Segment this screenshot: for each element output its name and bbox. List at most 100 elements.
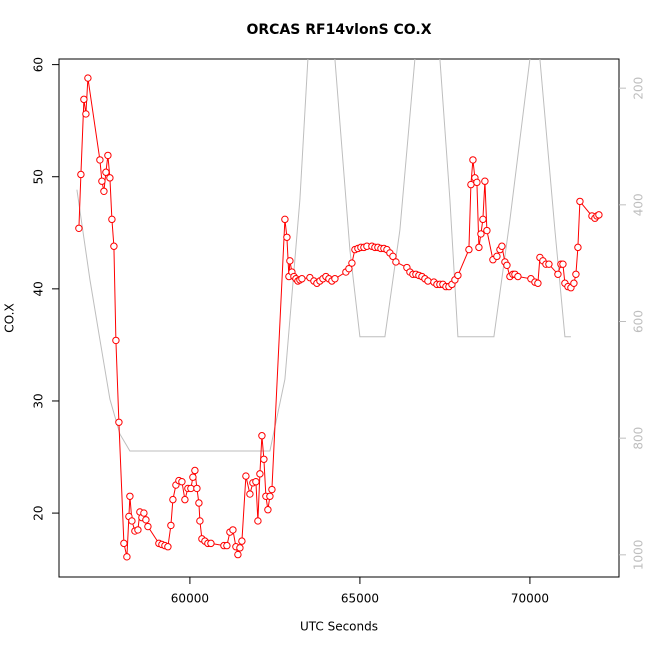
plot-area: [75, 59, 603, 561]
plot-frame: [58, 58, 620, 578]
data-point: [345, 264, 353, 273]
data-point: [595, 211, 603, 219]
data-point: [479, 215, 487, 224]
data-point: [268, 485, 276, 494]
data-point: [465, 245, 473, 254]
data-point: [286, 257, 294, 265]
data-point: [266, 492, 274, 500]
data-point: [572, 270, 580, 278]
y2-tick-label: 800: [632, 427, 646, 450]
data-point: [242, 472, 250, 480]
y2-tick-label: 400: [632, 193, 646, 216]
data-point: [238, 537, 246, 545]
data-point: [100, 187, 108, 196]
data-point: [503, 261, 511, 270]
chart-title: ORCAS RF14vlonS CO.X: [246, 22, 431, 38]
data-point: [258, 432, 266, 440]
y-tick-label: 30: [32, 393, 46, 408]
data-point: [389, 252, 397, 261]
series-line: [76, 59, 571, 452]
data-point: [191, 466, 199, 475]
x-axis-label: UTC Seconds: [300, 620, 378, 634]
data-point: [75, 224, 83, 233]
data-point: [498, 242, 506, 250]
data-point: [187, 484, 195, 493]
data-point: [260, 455, 268, 463]
data-point: [102, 168, 110, 176]
data-point: [348, 259, 356, 267]
data-point: [281, 215, 289, 224]
data-point: [234, 550, 242, 559]
data-point: [193, 484, 201, 493]
data-point: [106, 174, 114, 182]
data-point: [196, 517, 204, 525]
data-point: [98, 177, 106, 185]
data-point: [469, 156, 477, 164]
series-line: [78, 78, 600, 557]
data-point: [475, 243, 483, 252]
data-point: [246, 490, 254, 498]
x-tick-label: 65000: [341, 592, 379, 606]
data-point: [223, 541, 231, 550]
data-point: [545, 260, 553, 268]
data-point: [181, 495, 189, 504]
data-point: [576, 197, 584, 206]
data-point: [77, 170, 85, 179]
data-point: [424, 277, 432, 285]
data-point: [477, 230, 485, 238]
data-point: [164, 543, 172, 551]
data-point: [134, 526, 142, 534]
data-point: [195, 499, 203, 507]
data-point: [110, 242, 118, 250]
data-point: [298, 275, 306, 283]
data-point: [115, 418, 123, 426]
data-point: [123, 553, 131, 561]
y2-tick-label: 1000: [632, 540, 646, 571]
data-point: [483, 226, 491, 235]
data-point: [534, 279, 542, 287]
y-axis-label: CO.X: [3, 303, 17, 332]
y-tick-label: 20: [32, 505, 46, 520]
data-point: [178, 477, 186, 486]
y-tick-label: 60: [32, 57, 46, 72]
y-tick-label: 50: [32, 169, 46, 184]
data-point: [169, 495, 177, 504]
data-point: [229, 526, 237, 534]
data-point: [574, 243, 582, 252]
y2-tick-label: 600: [632, 310, 646, 333]
data-point: [473, 178, 481, 187]
data-point: [112, 336, 120, 345]
data-point: [189, 473, 197, 481]
data-point: [454, 271, 462, 280]
data-point: [252, 477, 260, 486]
y2-tick-label: 200: [632, 77, 646, 100]
data-point: [514, 272, 522, 281]
data-point: [264, 506, 272, 514]
data-point: [256, 470, 264, 478]
data-point: [120, 539, 128, 548]
x-tick-label: 70000: [511, 592, 549, 606]
data-point: [80, 95, 88, 104]
data-point: [493, 252, 501, 261]
data-point: [570, 279, 578, 287]
x-tick-label: 60000: [171, 592, 209, 606]
data-point: [84, 74, 92, 82]
data-point: [128, 517, 136, 525]
data-point: [142, 516, 150, 524]
data-point: [126, 492, 134, 500]
data-point: [559, 260, 567, 268]
data-point: [140, 509, 148, 517]
y-tick-label: 40: [32, 281, 46, 296]
data-point: [481, 177, 489, 185]
data-point: [82, 110, 90, 118]
data-point: [554, 270, 562, 278]
data-point: [236, 544, 244, 552]
data-point: [254, 517, 262, 525]
data-point: [207, 539, 215, 548]
data-point: [167, 521, 175, 530]
data-point: [283, 233, 291, 241]
data-point: [331, 275, 339, 283]
data-point: [144, 522, 152, 531]
